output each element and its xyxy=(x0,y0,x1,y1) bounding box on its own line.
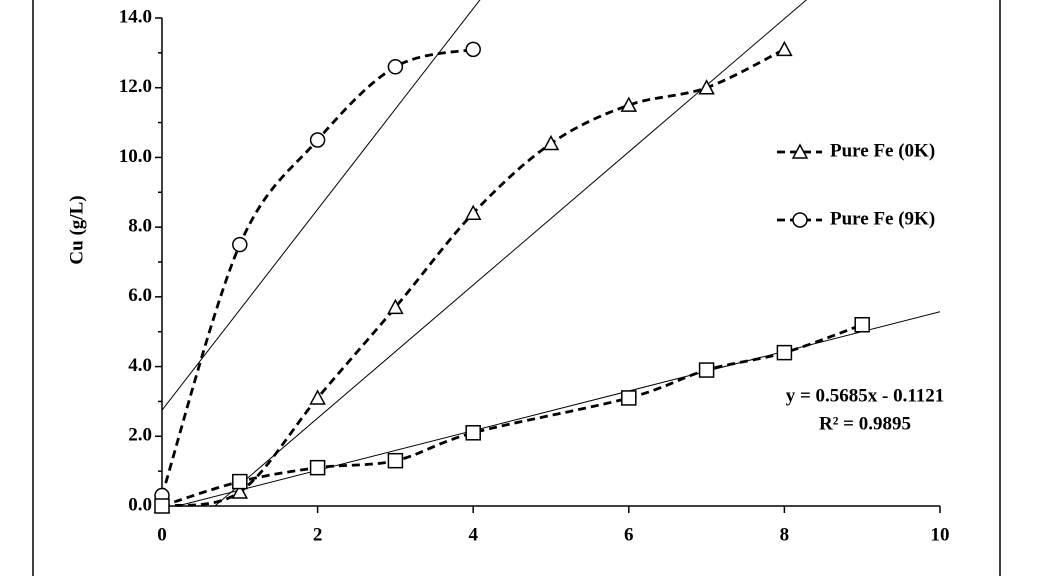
marker xyxy=(309,389,326,405)
y-tick-label: 4.0 xyxy=(128,355,152,376)
trendlines xyxy=(162,0,940,506)
marker xyxy=(387,59,404,75)
marker xyxy=(232,236,248,253)
marker xyxy=(698,362,715,378)
marker xyxy=(309,132,326,148)
marker xyxy=(776,344,793,361)
y-tick-label: 12.0 xyxy=(119,76,152,97)
trendline xyxy=(175,311,940,506)
marker xyxy=(465,425,481,441)
x-tick-label: 10 xyxy=(931,524,950,545)
marker xyxy=(620,96,638,112)
y-tick-label: 2.0 xyxy=(128,425,152,446)
marker xyxy=(854,316,870,333)
marker xyxy=(792,212,808,228)
marker xyxy=(542,134,560,151)
marker xyxy=(776,40,793,57)
marker xyxy=(309,459,326,476)
series-line xyxy=(161,323,863,508)
marker xyxy=(464,204,482,220)
marker xyxy=(621,390,637,406)
marker xyxy=(231,483,249,499)
marker xyxy=(698,79,715,95)
marker xyxy=(387,298,404,315)
legend-label: Pure Fe (9K) xyxy=(830,208,935,229)
annotation: R² = 0.9895 xyxy=(819,413,911,434)
marker xyxy=(387,452,404,469)
trendline xyxy=(214,0,808,506)
y-tick-label: 14.0 xyxy=(119,6,152,27)
x-tick-label: 4 xyxy=(468,524,478,545)
marker xyxy=(465,41,481,58)
y-tick-label: 0.0 xyxy=(128,494,152,515)
x-tick-label: 2 xyxy=(313,524,323,545)
y-tick-label: 8.0 xyxy=(128,216,152,237)
marker xyxy=(232,473,248,490)
annotation: y = 0.5685x - 0.1121 xyxy=(786,385,945,406)
y-tick-label: 10.0 xyxy=(119,146,152,167)
x-tick-label: 0 xyxy=(157,524,167,545)
marker xyxy=(154,498,170,514)
series-line xyxy=(160,47,474,496)
trendline xyxy=(162,0,481,411)
x-tick-label: 8 xyxy=(780,524,790,545)
y-axis-label: Cu (g/L) xyxy=(66,195,87,264)
series-line xyxy=(161,48,786,508)
legend-label: Pure Fe (0K) xyxy=(830,140,935,161)
y-tick-label: 6.0 xyxy=(128,285,152,306)
x-tick-label: 6 xyxy=(624,524,634,545)
marker xyxy=(791,143,809,159)
